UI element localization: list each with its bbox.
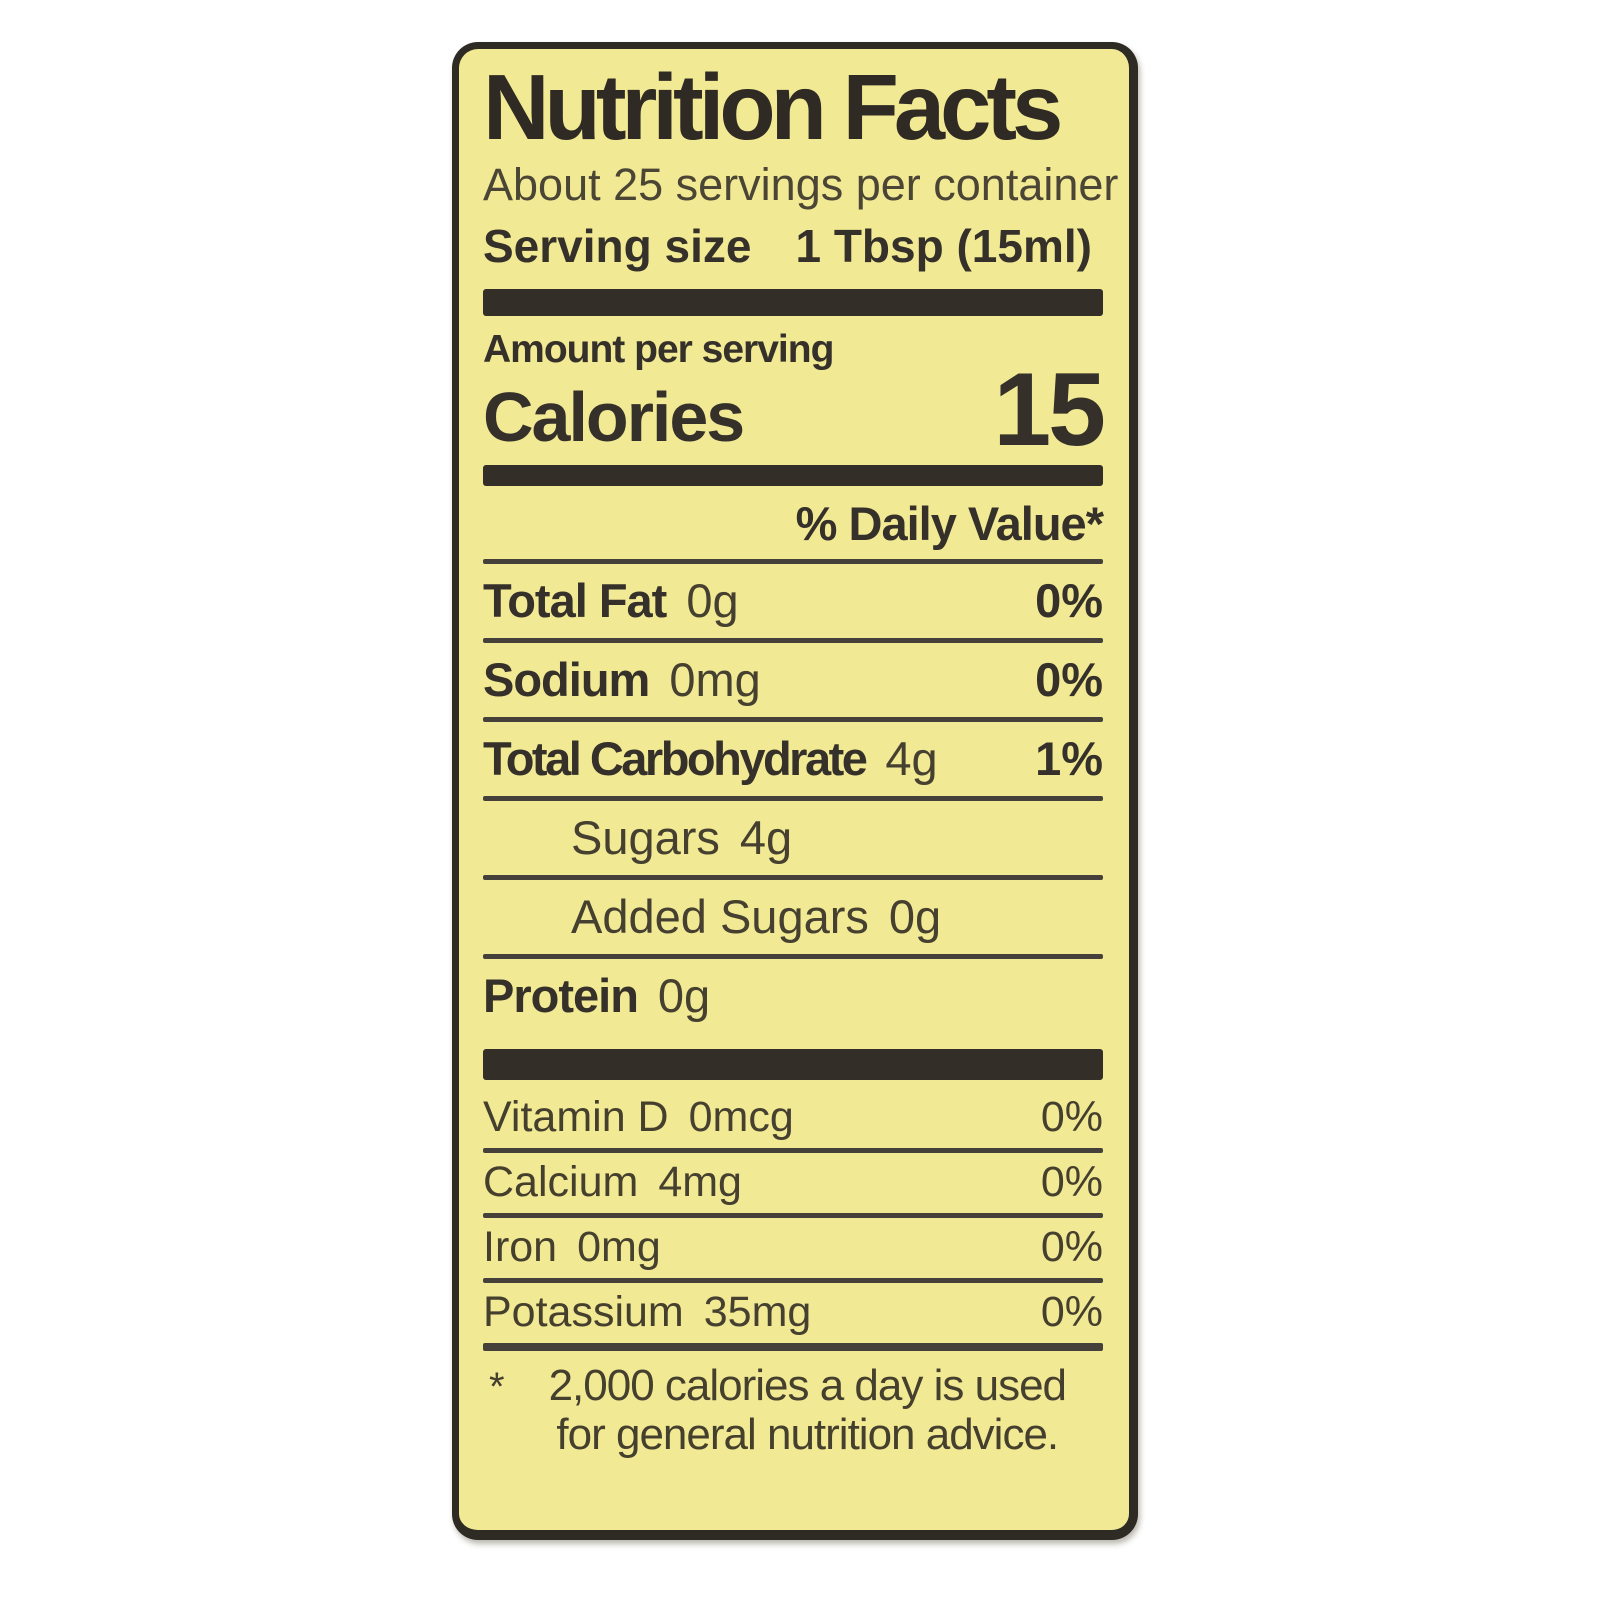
nutrient-amount: 35mg <box>703 1287 812 1336</box>
nutrient-dv: 0% <box>1040 1157 1103 1206</box>
nutrient-name: Vitamin D <box>483 1092 669 1141</box>
nutrient-dv: 0% <box>1035 573 1103 627</box>
amount-per-serving-label: Amount per serving <box>483 328 834 372</box>
rule <box>483 1212 1103 1218</box>
rule <box>483 874 1103 880</box>
micronutrient-row-vitamin-d: Vitamin D 0mcg 0% <box>483 1088 1103 1148</box>
nutrient-name: Iron <box>483 1222 558 1271</box>
rule <box>483 558 1103 564</box>
calories-label: Calories <box>483 378 745 457</box>
nutrient-row-added-sugars: Added Sugars 0g <box>483 880 1103 954</box>
servings-per-container: About 25 servings per container <box>483 158 1119 210</box>
nutrient-name: Total Carbohydrate <box>483 731 868 785</box>
nutrient-name: Potassium <box>483 1287 684 1336</box>
rule <box>483 716 1103 722</box>
nutrient-dv: 0% <box>1040 1092 1103 1141</box>
footnote-asterisk: * <box>489 1364 505 1409</box>
nutrient-name: Added Sugars <box>571 889 869 943</box>
nutrient-row-total-fat: Total Fat 0g 0% <box>483 564 1103 638</box>
micronutrient-row-iron: Iron 0mg 0% <box>483 1218 1103 1278</box>
nutrient-amount: 0g <box>657 968 711 1022</box>
serving-size-row: Serving size 1 Tbsp (15ml) <box>483 219 1103 273</box>
rule <box>483 1147 1103 1153</box>
nutrient-dv: 0% <box>1040 1222 1103 1271</box>
nutrient-amount: 4g <box>885 731 938 785</box>
nutrition-facts-label: Nutrition Facts About 25 servings per co… <box>452 42 1138 1540</box>
nutrient-row-total-carbohydrate: Total Carbohydrate 4g 1% <box>483 722 1103 796</box>
label-title: Nutrition Facts <box>483 55 1063 159</box>
nutrient-name: Protein <box>483 968 639 1022</box>
divider-mid <box>483 464 1103 486</box>
footnote-line2: for general nutrition advice. <box>556 1409 1059 1459</box>
rule-end <box>483 1342 1103 1351</box>
nutrient-row-sugars: Sugars 4g <box>483 801 1103 875</box>
micronutrient-row-potassium: Potassium 35mg 0% <box>483 1283 1103 1343</box>
divider-thick-bottom <box>483 1048 1103 1080</box>
nutrient-row-sodium: Sodium 0mg 0% <box>483 643 1103 717</box>
rule <box>483 637 1103 643</box>
footnote: * 2,000 calories a day is used for gener… <box>483 1361 1103 1460</box>
nutrient-name: Calcium <box>483 1157 639 1206</box>
nutrient-amount: 4mg <box>658 1157 742 1206</box>
nutrient-name: Total Fat <box>483 573 667 627</box>
footnote-line1: 2,000 calories a day is used <box>548 1360 1067 1410</box>
calories-row: Calories 15 <box>483 352 1106 469</box>
rule <box>483 1277 1103 1283</box>
nutrient-row-protein: Protein 0g <box>483 959 1103 1033</box>
nutrient-name: Sugars <box>571 810 720 864</box>
nutrient-name: Sodium <box>483 652 650 706</box>
divider-thick-top <box>483 289 1103 317</box>
nutrient-amount: 0g <box>686 573 739 627</box>
nutrient-dv: 0% <box>1035 652 1103 706</box>
serving-size-label: Serving size <box>483 220 752 273</box>
rule <box>483 953 1103 959</box>
daily-value-header: % Daily Value* <box>795 496 1104 550</box>
nutrient-amount: 0g <box>888 889 942 943</box>
rule <box>483 795 1103 801</box>
calories-value: 15 <box>993 352 1106 469</box>
micronutrient-row-calcium: Calcium 4mg 0% <box>483 1153 1103 1213</box>
nutrient-dv: 0% <box>1040 1287 1103 1336</box>
serving-size-value: 1 Tbsp (15ml) <box>795 220 1092 273</box>
nutrient-amount: 4g <box>739 810 793 864</box>
nutrient-amount: 0mg <box>669 652 761 706</box>
nutrient-dv: 1% <box>1035 731 1103 785</box>
nutrient-amount: 0mcg <box>688 1092 794 1141</box>
nutrient-amount: 0mg <box>577 1222 661 1271</box>
micronutrients-section: Vitamin D 0mcg 0% Calcium 4mg 0% Iron 0mg 0… <box>483 1088 1103 1351</box>
